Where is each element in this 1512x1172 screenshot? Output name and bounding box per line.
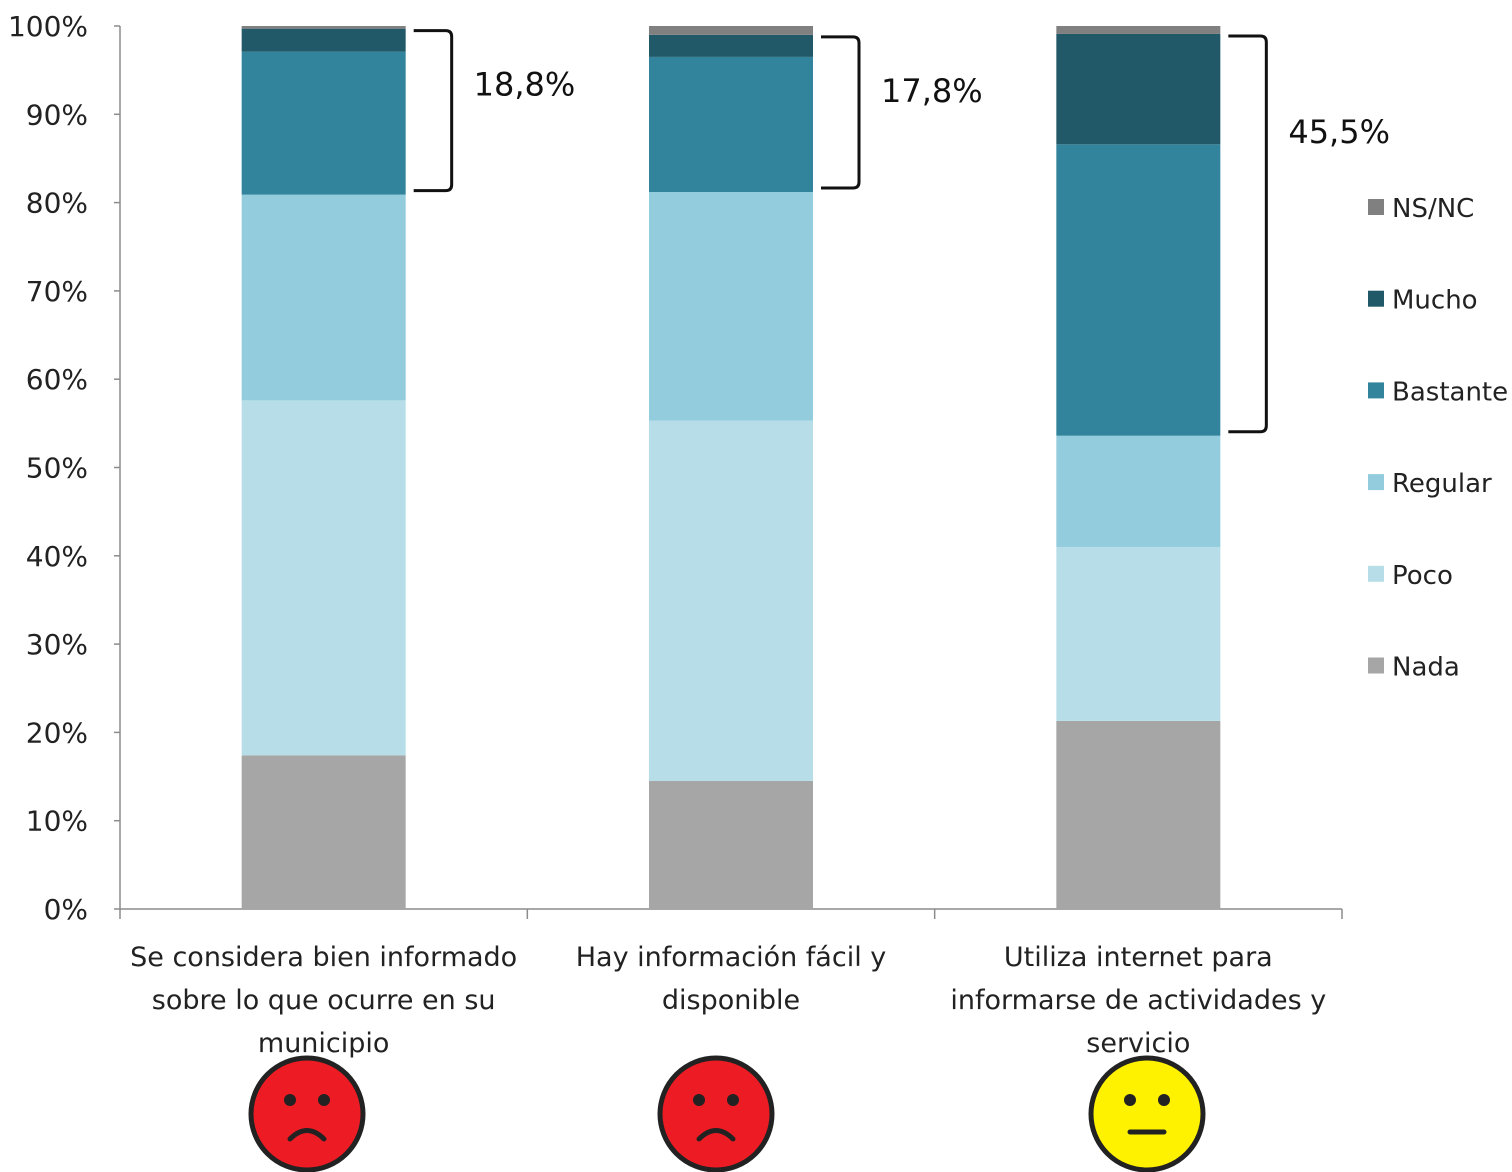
legend-label: Poco [1392, 561, 1453, 591]
sad-face-icon [248, 1055, 366, 1172]
bar-segment-regular [649, 192, 813, 421]
bar-segment-poco [241, 400, 406, 756]
bracket-label: 18,8% [474, 66, 576, 104]
y-tick-label: 90% [26, 98, 88, 131]
y-tick-label: 30% [26, 628, 88, 661]
y-tick-label: 20% [26, 716, 88, 749]
y-tick-label: 50% [26, 452, 88, 485]
legend-label: Mucho [1392, 286, 1478, 316]
bar-segment-regular [1056, 435, 1221, 547]
bar-segment-ns-nc [241, 26, 406, 29]
y-tick-label: 100% [8, 10, 88, 43]
legend-label: Regular [1392, 469, 1492, 499]
y-tick-label: 60% [26, 363, 88, 396]
bracket-label: 45,5% [1288, 113, 1390, 151]
bar-segment-nada [241, 755, 406, 909]
bar-segment-bastante [649, 56, 813, 193]
legend-label: Bastante [1392, 377, 1508, 407]
legend-swatch [1368, 474, 1384, 491]
x-category-label: Utiliza internet para [1004, 942, 1273, 973]
legend-swatch [1368, 657, 1384, 674]
y-tick-label: 40% [26, 540, 88, 573]
legend-swatch [1368, 565, 1384, 582]
bar-segment-ns-nc [1056, 26, 1221, 34]
legend-label: Nada [1392, 653, 1460, 683]
bracket-annotation [413, 29, 454, 193]
x-category-label: municipio [258, 1028, 390, 1059]
bracket-annotation [821, 35, 861, 190]
x-category-label: sobre lo que ocurre en su [152, 985, 496, 1016]
bar-segment-nada [649, 780, 813, 909]
y-tick-label: 0% [44, 893, 88, 926]
x-category-label: informarse de actividades y [950, 985, 1326, 1016]
bar-segment-nada [1056, 720, 1221, 909]
x-category-label: servicio [1086, 1028, 1190, 1059]
sad-face-icon [657, 1055, 775, 1172]
y-tick-label: 80% [26, 187, 88, 220]
y-tick-label: 10% [26, 805, 88, 838]
bar-segment-mucho [649, 34, 813, 57]
bar-segment-mucho [241, 28, 406, 52]
bar-segment-bastante [1056, 144, 1221, 436]
x-category-label: Hay información fácil y [576, 942, 887, 973]
x-category-label: disponible [662, 985, 800, 1016]
y-tick-label: 70% [26, 275, 88, 308]
x-category-label: Se considera bien informado [130, 942, 517, 973]
bar-segment-poco [649, 420, 813, 781]
bar-segment-ns-nc [649, 26, 813, 35]
bar-segment-mucho [1056, 33, 1221, 145]
legend-swatch [1368, 199, 1384, 215]
bracket-annotation [1228, 34, 1268, 434]
legend-swatch [1368, 382, 1384, 399]
legend-swatch [1368, 290, 1384, 307]
bar-segment-regular [241, 194, 406, 401]
bar-segment-bastante [241, 51, 406, 195]
legend-label: NS/NC [1392, 194, 1474, 224]
neutral-face-icon [1088, 1055, 1206, 1172]
bracket-label: 17,8% [881, 72, 983, 110]
bar-segment-poco [1056, 546, 1221, 721]
